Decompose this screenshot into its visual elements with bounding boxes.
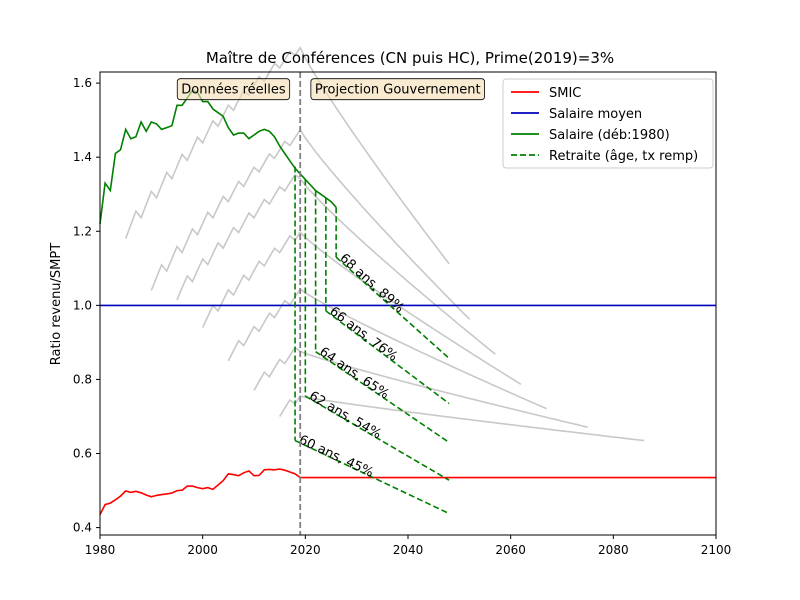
x-tick-label: 2060 [495, 543, 526, 557]
legend-box [502, 78, 714, 169]
legend-label: SMIC [549, 86, 581, 101]
grey-cohort-line [150, 128, 471, 320]
grey-cohort-line [253, 346, 588, 428]
y-tick-label: 1.4 [73, 150, 92, 164]
y-tick-label: 0.4 [73, 521, 92, 535]
y-tick-label: 1.6 [73, 76, 92, 90]
axes: 1980 2000 2020 2040 2060 2080 2100 0.4 0.6 0.8 1.0… [73, 71, 732, 557]
annotation-box [310, 78, 486, 101]
retraite-line [325, 310, 450, 405]
y-axis-label: Ratio revenu/SMPT [49, 243, 64, 365]
retraite-label: 68 ans, 89% [336, 251, 406, 316]
grey-cohort-line [201, 231, 522, 385]
y-tick-label: 0.6 [73, 447, 92, 461]
x-tick-label: 2000 [187, 543, 218, 557]
retraite-line [335, 256, 450, 359]
x-tick-label: 2020 [290, 543, 321, 557]
annotation-box [176, 78, 291, 101]
annotation-text: Données réelles [181, 83, 286, 98]
series-line [99, 468, 716, 515]
grey-cohort-line [279, 395, 645, 442]
retraite-label: 62 ans, 54% [306, 389, 383, 443]
series-line [99, 89, 337, 224]
x-tick-label: 2080 [598, 543, 629, 557]
legend-label: Salaire moyen [549, 107, 642, 122]
retraite-line [294, 439, 450, 515]
retraite-label: 60 ans, 45% [296, 433, 375, 481]
legend-label: Salaire (déb:1980) [549, 128, 670, 143]
legend: SMIC Salaire moyen Salaire (déb:1980) Retra… [502, 78, 714, 169]
x-tick-label: 1980 [85, 543, 116, 557]
annotations: Données réelles Projection Gouvernement [176, 78, 486, 101]
legend-label: Retraite (âge, tx remp) [549, 149, 698, 164]
x-tick-label: 2040 [393, 543, 424, 557]
y-tick-label: 1.0 [73, 298, 92, 312]
y-tick-label: 1.2 [73, 224, 92, 238]
grey-cohort-line [124, 45, 450, 265]
chart-title: Maître de Conférences (CN puis HC), Prim… [206, 49, 614, 67]
grey-cohort-line [176, 173, 496, 355]
annotation-text: Projection Gouvernement [315, 83, 481, 98]
y-tick-label: 0.8 [73, 372, 92, 386]
retraite-line [304, 395, 450, 481]
x-tick-label: 2100 [701, 543, 732, 557]
grey-cohort-line [227, 287, 547, 410]
